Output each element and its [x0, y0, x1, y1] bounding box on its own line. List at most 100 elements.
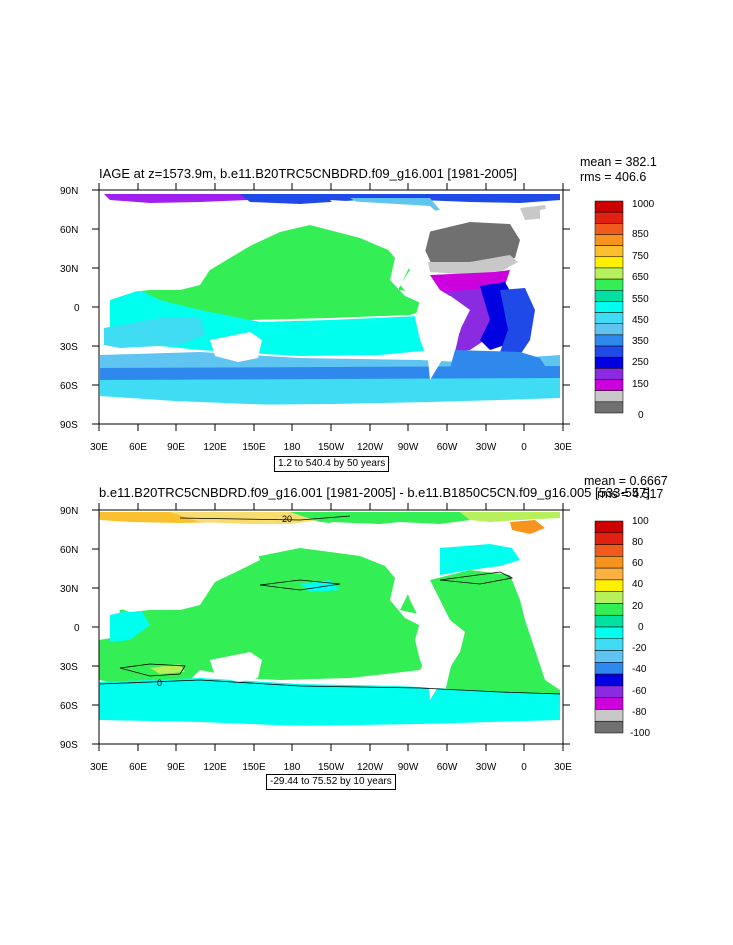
cb2-label: -20	[632, 643, 647, 654]
p1-lon-label: 60W	[437, 442, 458, 453]
colorbar-swatch	[594, 267, 624, 280]
cb2-label: -80	[632, 707, 647, 718]
p1-africa	[532, 262, 560, 330]
p1-lat-label: 60N	[60, 225, 78, 236]
cb1-label: 750	[632, 251, 649, 262]
p1-lon-label: 0	[521, 442, 527, 453]
colorbar-swatch	[594, 532, 624, 545]
p2-contour-line	[179, 515, 351, 521]
cb2-label: 60	[632, 558, 644, 569]
colorbar-swatch	[594, 709, 624, 722]
colorbar-swatch	[594, 544, 624, 557]
colorbar-swatch	[594, 290, 624, 302]
p2-lon-label: 90W	[398, 762, 419, 773]
panel1-mean: mean = 382.1	[580, 155, 657, 169]
cb1-label: 150	[632, 379, 649, 390]
p2-indian-cyan	[110, 608, 150, 642]
cb2-label: -40	[632, 664, 647, 675]
colorbar-swatch	[594, 626, 624, 640]
colorbar-swatch	[594, 662, 624, 675]
colorbar-swatch	[594, 697, 624, 710]
p2-lon-label: 180	[284, 762, 301, 773]
cb1-label: 250	[632, 357, 649, 368]
p2-arctic-lightgreen	[460, 512, 560, 522]
cb1-label: 850	[632, 229, 649, 240]
panel1-lon-labels: 30E 60E 90E 120E 150E 180 150W 120W 90W …	[90, 442, 572, 453]
colorbar-swatch	[594, 334, 624, 347]
colorbar-swatch	[594, 567, 624, 581]
p1-australia	[210, 332, 262, 362]
p1-southern-cyan	[100, 378, 560, 405]
colorbar-swatch	[594, 520, 624, 534]
panel2-map	[99, 512, 561, 744]
colorbar-swatch	[594, 673, 624, 687]
colorbar-swatch	[594, 650, 624, 663]
p2-australia	[210, 652, 262, 682]
colorbar-swatch	[594, 256, 624, 269]
panel2-mean: mean = 0.6667	[584, 474, 668, 488]
panel1-map	[99, 194, 560, 424]
colorbar-swatch	[594, 603, 624, 616]
p1-lon-label: 150E	[242, 442, 266, 453]
p2-southern-lightgreen	[150, 664, 185, 674]
p2-lat-label: 90N	[60, 506, 78, 517]
p2-lon-label: 90E	[167, 762, 185, 773]
p1-lon-label: 30W	[476, 442, 497, 453]
cb2-label: -60	[632, 686, 647, 697]
p2-contour-label: 20	[282, 514, 292, 524]
panel1-rms: rms = 406.6	[580, 170, 647, 184]
p1-lon-label: 120W	[357, 442, 384, 453]
p1-lon-label: 180	[284, 442, 301, 453]
p2-lat-label: 60S	[60, 701, 78, 712]
colorbar-swatch	[594, 685, 624, 698]
p2-southern-cyan	[99, 678, 560, 726]
panel2-colorbar-labels: 100 80 60 40 20 0 -20 -40 -60 -80 -100	[630, 516, 650, 739]
p2-contour-line	[99, 679, 561, 695]
p1-lon-label: 90E	[167, 442, 185, 453]
p1-lat-label: 90N	[60, 186, 78, 197]
p2-lon-label: 60W	[437, 762, 458, 773]
p2-south-america	[415, 620, 465, 700]
cb2-label: 20	[632, 601, 644, 612]
p1-lat-label: 60S	[60, 381, 78, 392]
colorbar-swatch	[594, 323, 624, 336]
panel2-rms: rms = 4.517	[597, 487, 664, 501]
cb2-label: 40	[632, 579, 644, 590]
colorbar-swatch	[594, 356, 624, 369]
panel1-colorbar	[594, 200, 624, 414]
panel1-title: IAGE at z=1573.9m, b.e11.B20TRC5CNBDRD.f…	[99, 166, 517, 181]
p1-atlantic-grey-dark	[425, 222, 520, 266]
p1-atlantic-lightblue	[450, 350, 545, 368]
p1-lat-label: 90S	[60, 420, 78, 431]
colorbar-swatch	[594, 390, 624, 403]
p1-lat-label: 0	[74, 303, 80, 314]
p1-south-america	[415, 300, 465, 380]
cb1-label: 1000	[632, 199, 655, 210]
p2-lon-label: 60E	[129, 762, 147, 773]
p2-contour-line	[119, 663, 186, 677]
p1-atlantic-magenta	[430, 270, 510, 296]
p2-africa	[532, 582, 560, 650]
p1-lon-label: 120E	[203, 442, 227, 453]
p2-contour-line	[439, 571, 514, 585]
panel1-lat-labels: 90N 60N 30N 0 30S 60S 90S	[60, 186, 80, 431]
panel1-contour-info: 1.2 to 540.4 by 50 years	[274, 456, 390, 472]
panel2-title: b.e11.B20TRC5CNBDRD.f09_g16.001 [1981-20…	[99, 485, 650, 500]
p2-lon-label: 0	[521, 762, 527, 773]
p2-europe-snippet	[540, 528, 560, 578]
colorbar-swatch	[594, 556, 624, 569]
colorbar-swatch	[594, 234, 624, 246]
cb1-label: 550	[632, 294, 649, 305]
colorbar-swatch	[594, 401, 624, 414]
cb1-label: 350	[632, 336, 649, 347]
p2-atlantic-green	[430, 570, 560, 702]
cb1-label: 0	[638, 410, 644, 421]
panel2-colorbar	[594, 520, 624, 734]
colorbar-swatch	[594, 301, 624, 313]
p1-atlantic-grey-light	[428, 255, 518, 274]
p2-lon-label: 30W	[476, 762, 497, 773]
p1-indian-lightcyan	[104, 318, 205, 348]
p1-lon-label: 90W	[398, 442, 419, 453]
p2-contour-label: 0	[157, 678, 162, 688]
